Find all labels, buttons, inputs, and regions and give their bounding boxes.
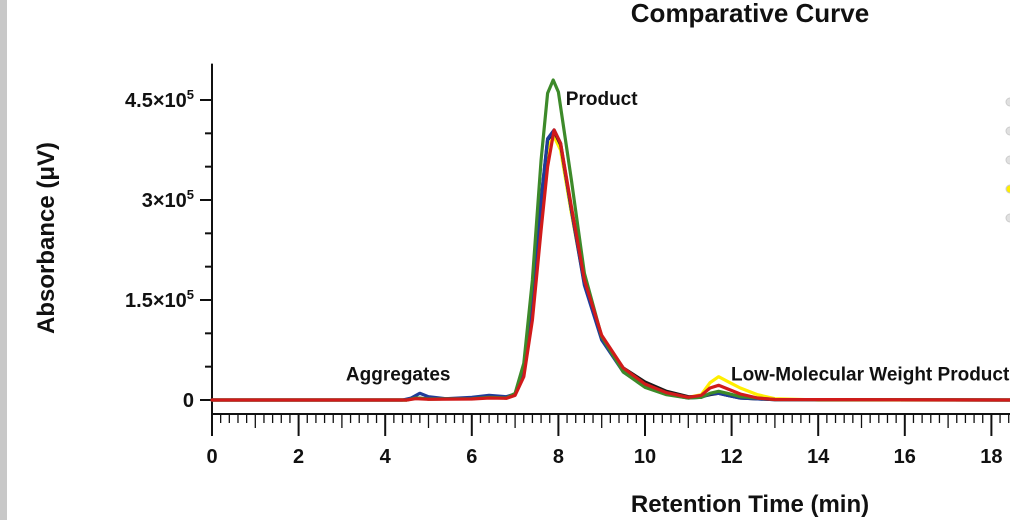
legend-markers (1005, 97, 1010, 223)
x-tick-label: 18 (980, 446, 1002, 468)
window-left-border (0, 0, 7, 520)
legend-marker (1005, 184, 1010, 194)
series-line-5 (210, 128, 1010, 402)
legend-marker (1005, 97, 1010, 107)
legend-marker (1005, 126, 1010, 136)
y-tick-label: 1.5×105 (125, 287, 194, 312)
series-line-1 (210, 135, 1010, 402)
annotation-label: Product (566, 89, 638, 110)
annotation-label: Low-Molecular Weight Product (731, 364, 1010, 385)
y-tick-label: 4.5×105 (125, 87, 194, 112)
x-tick-label: 6 (466, 446, 477, 468)
x-tick-label: 12 (720, 446, 742, 468)
x-tick-label: 16 (894, 446, 916, 468)
y-axis-ticks: 0 1.5×105 3×105 4.5×105 (125, 87, 212, 412)
annotations: Aggregates Product Low-Molecular Weight Pr… (346, 89, 1010, 385)
y-tick-label: 3×105 (142, 187, 194, 212)
x-tick-label: 14 (807, 446, 830, 468)
x-tick-label: 8 (553, 446, 564, 468)
legend-marker (1005, 213, 1010, 223)
series-line-3 (210, 128, 1010, 402)
x-axis-label: Retention Time (min) (631, 491, 869, 518)
legend-marker (1005, 155, 1010, 165)
series-line-2 (210, 129, 1010, 402)
axes (211, 63, 1010, 415)
x-tick-label: 2 (293, 446, 304, 468)
x-axis-ticks: 0 2 4 6 8 10 12 14 16 18 (206, 414, 1010, 468)
annotation-label: Aggregates (346, 364, 451, 385)
x-tick-label: 4 (380, 446, 392, 468)
y-tick-label: 0 (183, 390, 194, 412)
chart-title: Comparative Curve (631, 0, 869, 28)
y-axis-label: Absorbance (μV) (33, 142, 60, 334)
x-tick-label: 10 (634, 446, 656, 468)
series-layer (210, 78, 1010, 402)
x-tick-label: 0 (206, 446, 217, 468)
